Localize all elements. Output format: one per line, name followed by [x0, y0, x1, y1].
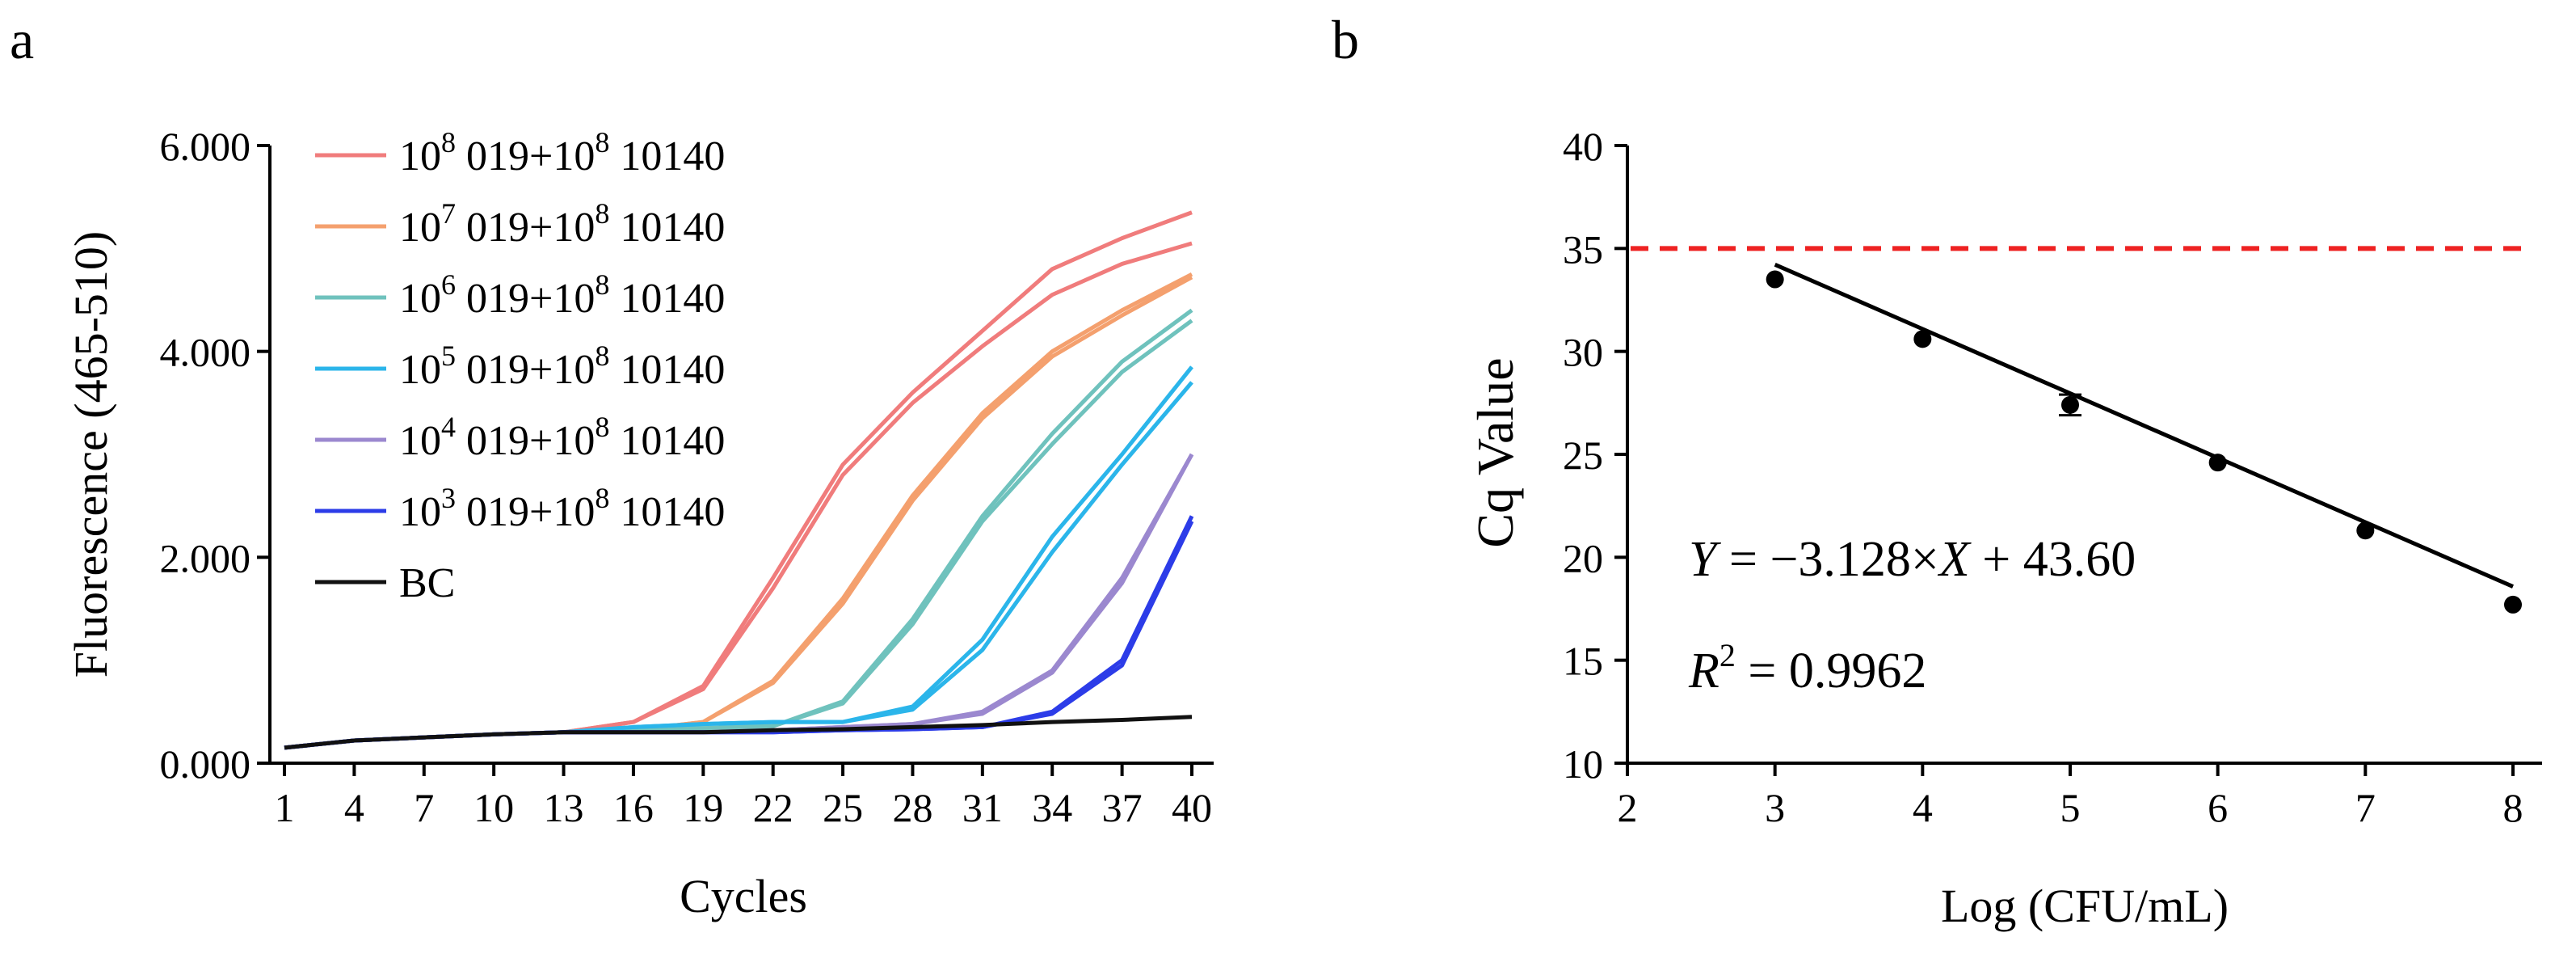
r2-value: = 0.9962 [1736, 644, 1926, 698]
equation-y-var: Y [1689, 532, 1721, 587]
legend-label-5: 103 019+108 10140 [399, 482, 725, 535]
x-tick-label-13: 40 [1172, 785, 1212, 830]
b-x-tick-label-2: 4 [1913, 785, 1933, 830]
x-tick-label-12: 37 [1102, 785, 1143, 830]
chart-b: 2 3 4 5 6 7 8 10 15 20 25 30 35 40 Log (CFU/mL) Cq V… [1467, 124, 2542, 932]
chart-b-fit-line [1774, 263, 2514, 589]
b-y-tick-label-2: 20 [1563, 535, 1603, 580]
b-x-tick-label-3: 5 [2060, 785, 2081, 830]
legend-label-0: 108 019+108 10140 [399, 126, 725, 179]
y-tick-label-0: 0.000 [160, 741, 251, 787]
legend-label-2: 106 019+108 10140 [399, 268, 725, 322]
b-x-tick-label-6: 8 [2503, 785, 2523, 830]
b-y-tick-label-6: 40 [1563, 124, 1603, 169]
x-tick-label-4: 13 [544, 785, 584, 830]
equation-rhs2: + 43.60 [1970, 532, 2136, 587]
b-y-tick-label-4: 30 [1563, 330, 1603, 375]
b-y-tick-label-0: 10 [1563, 741, 1603, 787]
x-tick-label-8: 25 [823, 785, 863, 830]
y-tick-label-3: 6.000 [160, 124, 251, 169]
chart-b-y-ticks: 10 15 20 25 30 35 40 [1563, 124, 1627, 787]
r2-var: R [1688, 644, 1719, 698]
x-tick-label-5: 16 [613, 785, 654, 830]
b-x-tick-label-1: 3 [1765, 785, 1785, 830]
chart-a-axes [268, 146, 1214, 765]
chart-b-equation: Y = −3.128×X + 43.60 [1689, 532, 2136, 587]
x-tick-label-7: 22 [753, 785, 793, 830]
chart-b-y-title: Cq Value [1467, 357, 1524, 547]
b-x-tick-label-4: 6 [2208, 785, 2228, 830]
legend-label-1: 107 019+108 10140 [399, 197, 725, 251]
data-point-1 [1913, 330, 1932, 348]
y-tick-label-2: 4.000 [160, 330, 251, 375]
x-tick-label-9: 28 [892, 785, 932, 830]
chart-b-x-title: Log (CFU/mL) [1941, 880, 2229, 932]
chart-a-y-ticks: 0.000 2.000 4.000 6.000 [160, 124, 270, 787]
x-tick-label-1: 4 [344, 785, 364, 830]
data-point-0 [1766, 270, 1784, 289]
legend-label-6: BC [399, 560, 455, 606]
y-tick-label-1: 2.000 [160, 535, 251, 580]
x-tick-label-10: 31 [962, 785, 1003, 830]
x-tick-label-6: 19 [683, 785, 723, 830]
series-6-line-0 [284, 715, 1193, 750]
x-tick-label-0: 1 [275, 785, 295, 830]
chart-a-legend: 108 019+108 10140 107 019+108 10140 106 01… [315, 126, 725, 606]
chart-a-x-title: Cycles [680, 870, 807, 922]
x-tick-label-3: 10 [474, 785, 514, 830]
chart-a-plot-lines [284, 210, 1194, 750]
data-point-2 [2061, 395, 2079, 414]
data-point-3 [2208, 454, 2227, 472]
data-point-4 [2356, 521, 2375, 540]
r2-exp: 2 [1719, 637, 1736, 673]
b-y-tick-label-1: 15 [1563, 639, 1603, 684]
chart-a: 1 4 7 10 13 16 19 22 25 28 31 34 37 40 0.000 2.000 4.00… [65, 124, 1214, 922]
b-x-tick-label-5: 7 [2355, 785, 2376, 830]
x-tick-label-2: 7 [414, 785, 434, 830]
chart-b-x-ticks: 2 3 4 5 6 7 8 [1618, 763, 2523, 830]
equation-x-var: X [1937, 532, 1972, 587]
chart-a-y-title: Fluorescence (465-510) [65, 231, 117, 677]
legend-label-4: 104 019+108 10140 [399, 411, 725, 464]
equation-rhs1: = −3.128× [1716, 532, 1938, 587]
chart-b-r2: R2 = 0.9962 [1688, 637, 1926, 698]
chart-b-points [1766, 270, 2522, 614]
chart-a-x-ticks: 1 4 7 10 13 16 19 22 25 28 31 34 37 40 [275, 763, 1212, 830]
panel-label-a: a [10, 9, 34, 70]
b-x-tick-label-0: 2 [1618, 785, 1638, 830]
b-y-tick-label-3: 25 [1563, 433, 1603, 478]
b-y-tick-label-5: 35 [1563, 226, 1603, 272]
data-point-5 [2504, 595, 2522, 614]
legend-label-3: 105 019+108 10140 [399, 340, 725, 393]
x-tick-label-11: 34 [1032, 785, 1072, 830]
panel-label-b: b [1332, 9, 1359, 70]
